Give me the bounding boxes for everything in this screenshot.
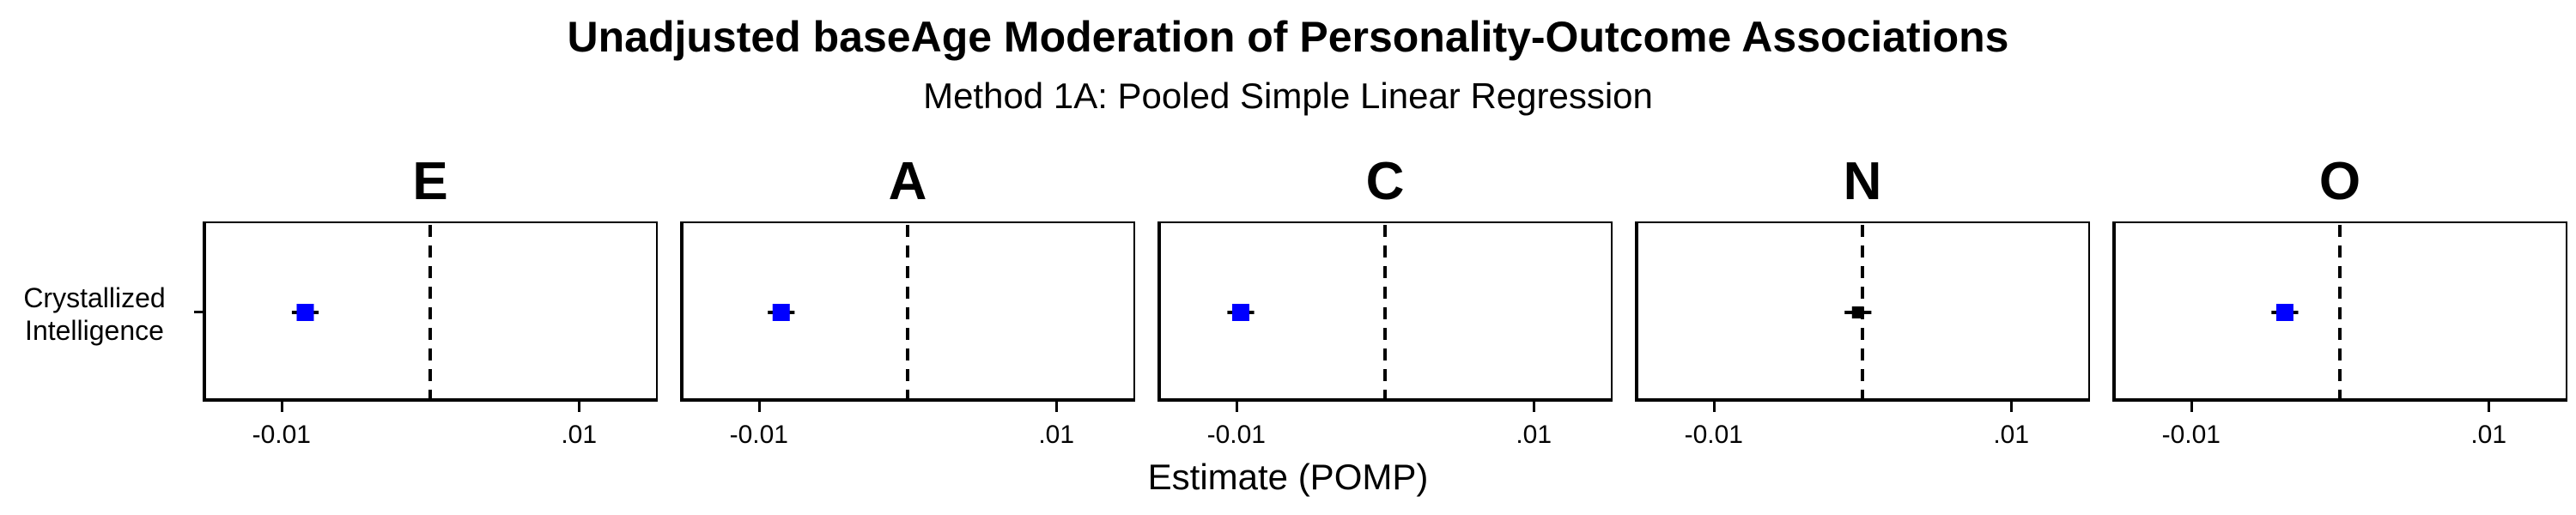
x-tick-label: -0.01 [2161,421,2221,449]
facet-panel-a [680,221,1135,402]
facet-panel-o [2112,221,2567,402]
x-tick-label: .01 [1038,421,1075,449]
facet-title-n: N [1843,152,1882,211]
estimate-point-a [772,304,790,321]
facet-title-e: E [412,152,448,211]
y-category-label-line: Intelligence [25,315,164,346]
x-tick-label: .01 [1516,421,1552,449]
facet-panel-e [203,221,658,402]
x-tick [2488,402,2491,412]
x-tick-label: -0.01 [252,421,311,449]
x-tick-label: -0.01 [1684,421,1743,449]
chart-title: Unadjusted baseAge Moderation of Persona… [567,13,2009,61]
x-tick [2190,402,2193,412]
x-tick [1712,402,1716,412]
estimate-point-n [1851,306,1864,318]
y-category-label: Crystallized Intelligence [5,282,184,347]
x-tick [280,402,283,412]
facet-panel-n [1635,221,2090,402]
y-category-label-line: Crystallized [23,282,166,313]
x-tick-label: .01 [2470,421,2507,449]
x-tick-label: .01 [1993,421,2030,449]
x-axis-label: Estimate (POMP) [1147,457,1429,497]
facet-title-a: A [888,152,927,211]
x-tick [2010,402,2014,412]
estimate-point-e [296,304,314,321]
facet-title-o: O [2318,152,2361,211]
x-tick [578,402,581,412]
x-tick [1055,402,1059,412]
x-tick-label: .01 [561,421,598,449]
facet-panel-c [1157,221,1613,402]
estimate-point-o [2275,304,2293,321]
facet-title-c: C [1365,152,1405,211]
y-tick [194,311,203,313]
estimate-point-c [1231,304,1249,321]
chart-subtitle: Method 1A: Pooled Simple Linear Regressi… [923,76,1653,116]
x-tick [1533,402,1536,412]
x-tick-label: -0.01 [729,421,788,449]
x-tick [757,402,761,412]
x-tick [1235,402,1238,412]
x-tick-label: -0.01 [1206,421,1266,449]
